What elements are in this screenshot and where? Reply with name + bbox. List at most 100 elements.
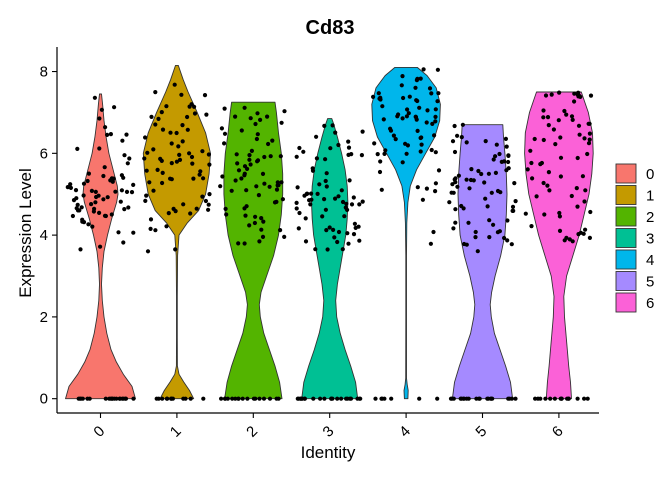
point-6: [587, 131, 593, 136]
point-3: [324, 228, 329, 233]
point-0: [103, 125, 108, 130]
point-2: [248, 116, 253, 121]
point-0: [108, 178, 113, 183]
point-6: [575, 204, 580, 209]
point-4: [391, 133, 396, 138]
point-1: [144, 193, 149, 198]
point-5: [467, 186, 472, 191]
point-2: [274, 199, 279, 204]
point-4: [427, 86, 433, 91]
point-3: [351, 195, 356, 200]
x-tick-label-0: 0: [90, 423, 108, 441]
point-6: [570, 239, 575, 244]
point-5: [504, 144, 509, 149]
legend-label-2: 2: [646, 209, 654, 226]
point-2: [240, 396, 245, 401]
point-3: [327, 225, 332, 230]
point-2: [260, 234, 266, 239]
point-2: [219, 396, 224, 401]
point-3: [335, 239, 340, 245]
point-3: [309, 191, 314, 196]
point-4: [382, 151, 387, 156]
point-1: [176, 144, 181, 149]
point-3: [332, 235, 337, 240]
point-6: [546, 170, 552, 175]
point-2: [222, 131, 228, 136]
point-2: [230, 396, 235, 401]
point-4: [425, 108, 430, 113]
point-2: [278, 154, 283, 159]
point-0: [102, 213, 108, 218]
point-4: [373, 396, 378, 401]
point-2: [254, 184, 259, 189]
point-3: [336, 142, 341, 148]
point-0: [75, 146, 80, 151]
point-3: [322, 197, 327, 202]
point-0: [105, 195, 110, 200]
point-3: [303, 216, 308, 221]
legend-swatch-4: [615, 249, 637, 270]
point-5: [450, 139, 456, 144]
point-1: [153, 228, 158, 233]
point-2: [256, 193, 261, 198]
point-4: [419, 142, 424, 147]
point-4: [424, 186, 429, 191]
point-6: [574, 186, 579, 191]
point-4: [431, 229, 436, 235]
point-5: [493, 154, 498, 159]
point-0: [68, 185, 73, 190]
point-5: [476, 168, 481, 174]
point-3: [323, 157, 328, 162]
point-0: [98, 244, 103, 249]
point-5: [495, 230, 500, 235]
y-tick-label-0: 0: [40, 391, 48, 408]
point-2: [236, 168, 242, 173]
point-0: [103, 396, 108, 401]
point-6: [576, 232, 581, 237]
point-4: [405, 107, 410, 112]
point-5: [485, 204, 490, 209]
point-2: [233, 178, 238, 183]
point-1: [207, 192, 212, 197]
point-4: [381, 117, 386, 122]
legend-label-4: 4: [646, 252, 654, 269]
point-4: [421, 67, 426, 72]
point-0: [70, 213, 75, 219]
point-6: [557, 210, 562, 216]
point-3: [342, 214, 347, 219]
point-2: [259, 227, 264, 232]
point-5: [459, 135, 464, 140]
point-4: [415, 128, 420, 133]
x-tick-label-4: 4: [396, 423, 414, 441]
point-4: [378, 97, 383, 102]
point-3: [323, 207, 328, 212]
point-2: [239, 128, 244, 133]
point-4: [433, 114, 438, 119]
legend-label-3: 3: [646, 231, 654, 248]
point-3: [324, 184, 329, 189]
point-0: [121, 240, 126, 245]
legend-swatch-6: [615, 292, 637, 313]
point-5: [473, 235, 478, 240]
point-5: [452, 149, 458, 155]
point-3: [351, 232, 357, 237]
point-6: [541, 180, 546, 186]
point-0: [131, 182, 136, 187]
point-6: [541, 115, 546, 120]
point-0: [97, 116, 102, 121]
point-2: [229, 188, 234, 193]
point-6: [543, 93, 549, 98]
point-2: [275, 180, 280, 185]
point-6: [585, 396, 590, 401]
point-1: [191, 176, 196, 181]
point-3: [303, 239, 309, 244]
point-2: [218, 184, 223, 189]
point-4: [415, 185, 420, 190]
point-1: [160, 180, 165, 186]
point-1: [179, 92, 184, 97]
point-0: [101, 197, 106, 202]
point-2: [268, 154, 273, 159]
point-5: [475, 249, 480, 254]
point-4: [420, 197, 425, 202]
point-2: [244, 204, 249, 209]
